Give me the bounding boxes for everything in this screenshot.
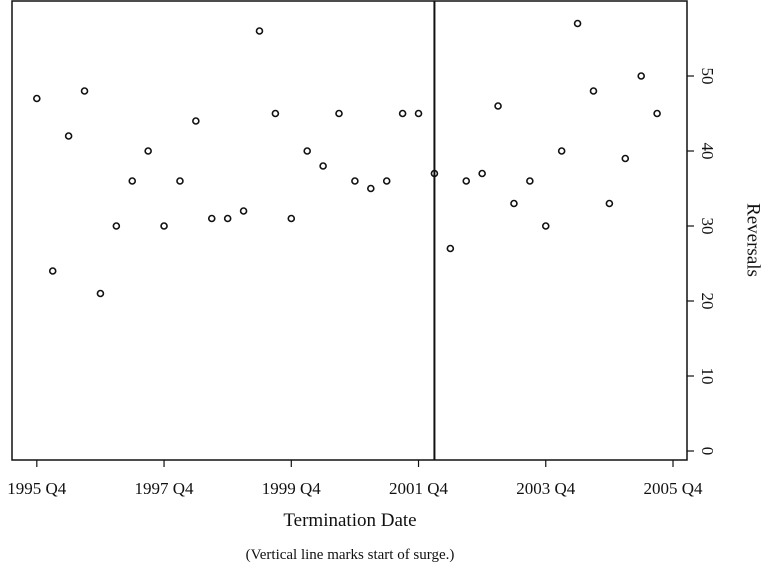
y-tick-label: 40	[698, 143, 717, 160]
caption: (Vertical line marks start of surge.)	[246, 547, 455, 563]
point	[478, 169, 486, 178]
point	[48, 267, 57, 275]
point	[637, 72, 645, 80]
point	[430, 169, 439, 178]
x-axis-label: Termination Date	[283, 510, 416, 531]
point	[382, 177, 391, 185]
point	[64, 132, 73, 140]
point	[112, 222, 121, 230]
point	[351, 177, 359, 185]
point	[287, 214, 296, 223]
point	[494, 102, 502, 110]
point	[192, 117, 200, 125]
y-axis-label: Reversals	[743, 203, 764, 277]
x-tick-label: 1995 Q4	[7, 479, 67, 498]
x-tick-label: 1999 Q4	[262, 479, 322, 498]
point	[541, 222, 550, 230]
x-tick-label: 2001 Q4	[389, 479, 449, 498]
point	[128, 177, 137, 185]
point	[160, 222, 168, 230]
point	[605, 199, 614, 208]
plot-frame	[11, 0, 688, 461]
x-tick-label: 2003 Q4	[516, 479, 576, 498]
point	[239, 207, 248, 215]
point	[398, 109, 407, 118]
point	[319, 162, 327, 170]
point	[303, 147, 311, 155]
y-tick-label: 0	[698, 447, 717, 456]
point	[80, 87, 89, 95]
point	[255, 27, 264, 35]
point	[462, 177, 471, 185]
point	[367, 184, 375, 193]
y-tick-label: 30	[698, 218, 717, 235]
point	[557, 147, 566, 155]
point	[510, 199, 518, 208]
point	[207, 214, 216, 223]
point	[33, 94, 41, 103]
point	[414, 109, 423, 118]
point	[589, 87, 598, 95]
y-tick-label: 50	[698, 68, 717, 85]
point	[271, 109, 280, 118]
point	[176, 177, 184, 185]
x-tick-label: 1997 Q4	[135, 479, 195, 498]
point	[223, 214, 232, 223]
point	[144, 147, 152, 155]
point	[621, 154, 630, 163]
point	[96, 289, 105, 298]
point	[653, 109, 661, 118]
point	[446, 244, 455, 253]
point	[526, 177, 534, 185]
point	[335, 109, 343, 118]
y-tick-label: 10	[698, 368, 717, 385]
y-tick-label: 20	[698, 293, 717, 310]
point	[573, 19, 582, 28]
x-tick-label: 2005 Q4	[643, 479, 703, 498]
